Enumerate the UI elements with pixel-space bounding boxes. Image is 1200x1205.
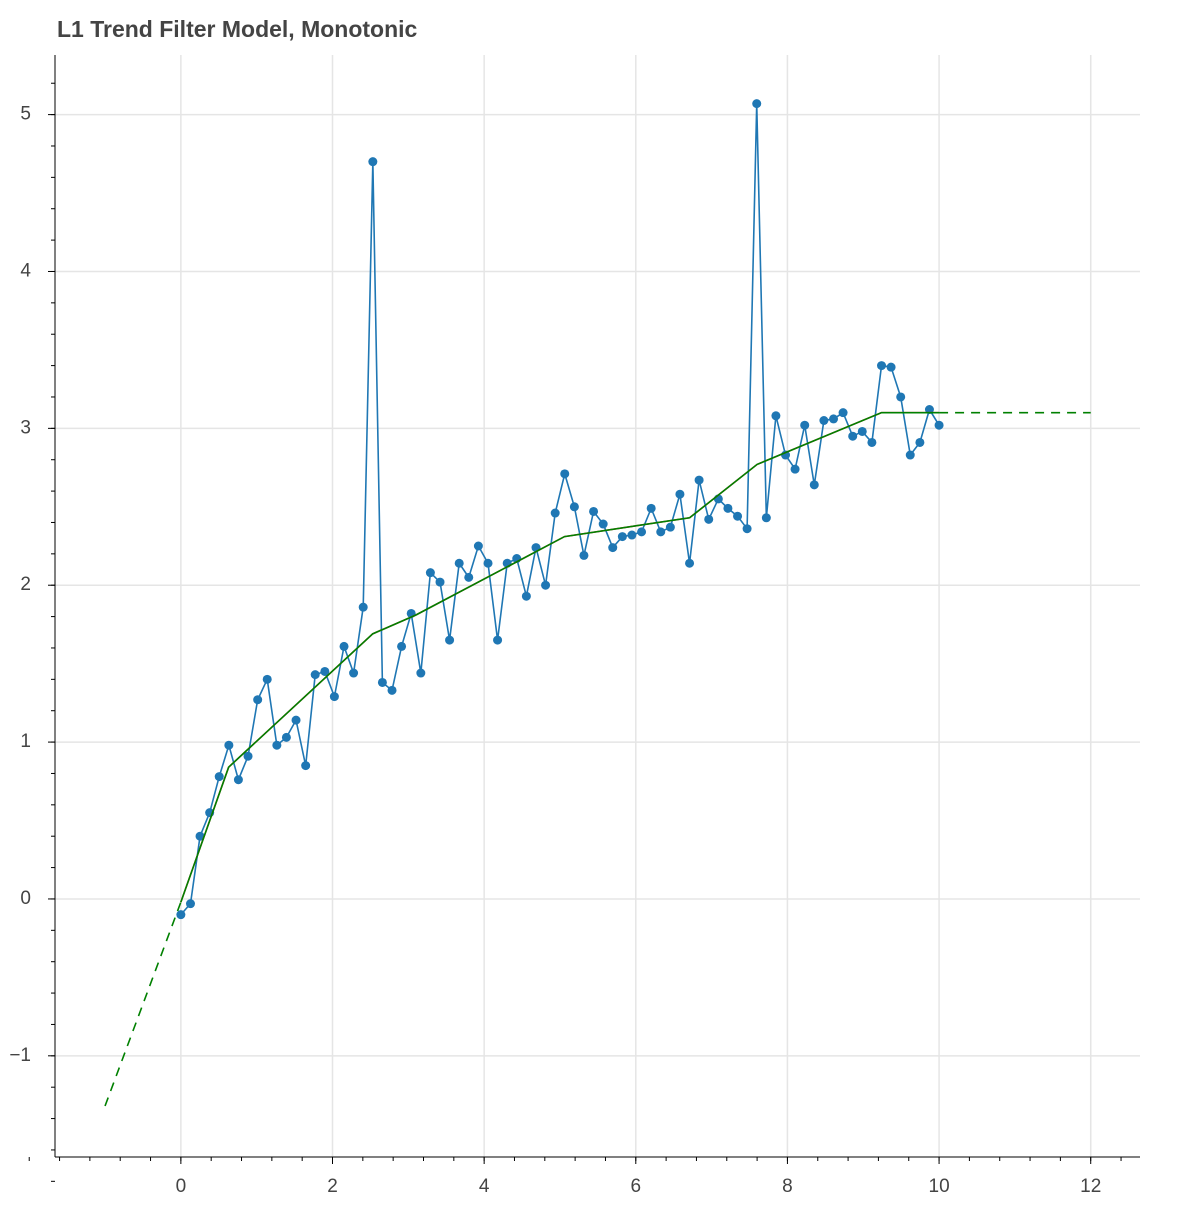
y-tick-label: −1: [9, 1045, 31, 1066]
data-point: [905, 450, 915, 460]
data-point: [349, 668, 359, 678]
plot-area: [104, 99, 1091, 1107]
data-point: [934, 420, 944, 430]
data-point: [320, 666, 330, 676]
data-point: [560, 469, 570, 479]
data-point: [579, 550, 589, 560]
data-point: [829, 414, 839, 424]
x-tick-label: 4: [479, 1176, 490, 1197]
data-point: [685, 558, 695, 568]
data-point: [637, 527, 647, 537]
data-point: [291, 715, 301, 725]
series-line: [104, 901, 182, 1107]
y-tick-label: 1: [20, 731, 31, 752]
data-point: [646, 503, 656, 513]
x-tick-label: 0: [176, 1176, 187, 1197]
data-point: [425, 568, 435, 578]
data-point: [723, 503, 733, 513]
data-point: [262, 674, 272, 684]
data-point: [733, 511, 743, 521]
y-tick-label: 2: [20, 574, 31, 595]
data-point: [848, 431, 858, 441]
x-tick-label: 8: [782, 1176, 793, 1197]
data-point: [493, 635, 503, 645]
data-point: [195, 831, 205, 841]
data-point: [761, 513, 771, 523]
data-point: [301, 761, 311, 771]
data-point: [838, 408, 848, 418]
data-point: [454, 558, 464, 568]
data-point: [867, 437, 877, 447]
series-line: [180, 411, 940, 903]
data-point: [214, 772, 224, 782]
data-point: [809, 480, 819, 490]
data-point: [924, 405, 934, 415]
y-tick-label: 5: [20, 104, 31, 125]
data-point: [435, 577, 445, 587]
data-point: [896, 392, 906, 402]
x-tick-label: 12: [1080, 1176, 1101, 1197]
data-point: [464, 572, 474, 582]
data-point: [329, 692, 339, 702]
data-point: [771, 411, 781, 421]
data-point: [617, 532, 627, 542]
data-point: [877, 361, 887, 371]
data-point: [541, 580, 551, 590]
data-point: [224, 740, 234, 750]
y-tick-label: 3: [20, 417, 31, 438]
data-point: [368, 157, 378, 167]
data-point: [742, 524, 752, 534]
data-point: [752, 99, 762, 109]
data-point: [819, 416, 829, 426]
data-point: [397, 641, 407, 651]
series-line: [180, 103, 940, 916]
data-point: [589, 506, 599, 516]
data-point: [281, 732, 291, 742]
data-point: [694, 475, 704, 485]
data-point: [185, 899, 195, 909]
data-point: [550, 508, 560, 518]
data-point: [857, 426, 867, 436]
data-point: [310, 670, 320, 680]
chart-title: L1 Trend Filter Model, Monotonic: [57, 16, 418, 42]
y-tick-label: 0: [20, 888, 31, 909]
series-line: [180, 411, 940, 903]
data-point: [790, 464, 800, 474]
data-point: [800, 420, 810, 430]
x-tick-label: 6: [631, 1176, 642, 1197]
data-point: [253, 695, 263, 705]
data-point: [627, 530, 637, 540]
x-tick-label: 2: [327, 1176, 338, 1197]
data-point: [272, 740, 282, 750]
data-point: [569, 502, 579, 512]
data-point: [521, 591, 531, 601]
x-tick-label: 10: [929, 1176, 950, 1197]
data-point: [377, 677, 387, 687]
data-point: [358, 602, 368, 612]
grid: [55, 55, 1140, 1157]
data-point: [675, 489, 685, 499]
data-point: [483, 558, 493, 568]
data-point: [886, 362, 896, 372]
data-point: [665, 522, 675, 532]
data-point: [243, 751, 253, 761]
data-point: [656, 527, 666, 537]
data-point: [608, 543, 618, 553]
data-point: [473, 541, 483, 551]
data-point: [704, 514, 714, 524]
data-point: [387, 685, 397, 695]
data-point: [416, 668, 426, 678]
data-point: [176, 910, 186, 920]
data-point: [339, 641, 349, 651]
data-point: [233, 775, 243, 785]
data-point: [915, 437, 925, 447]
data-point: [598, 519, 608, 529]
data-point: [445, 635, 455, 645]
y-tick-label: 4: [20, 260, 31, 281]
